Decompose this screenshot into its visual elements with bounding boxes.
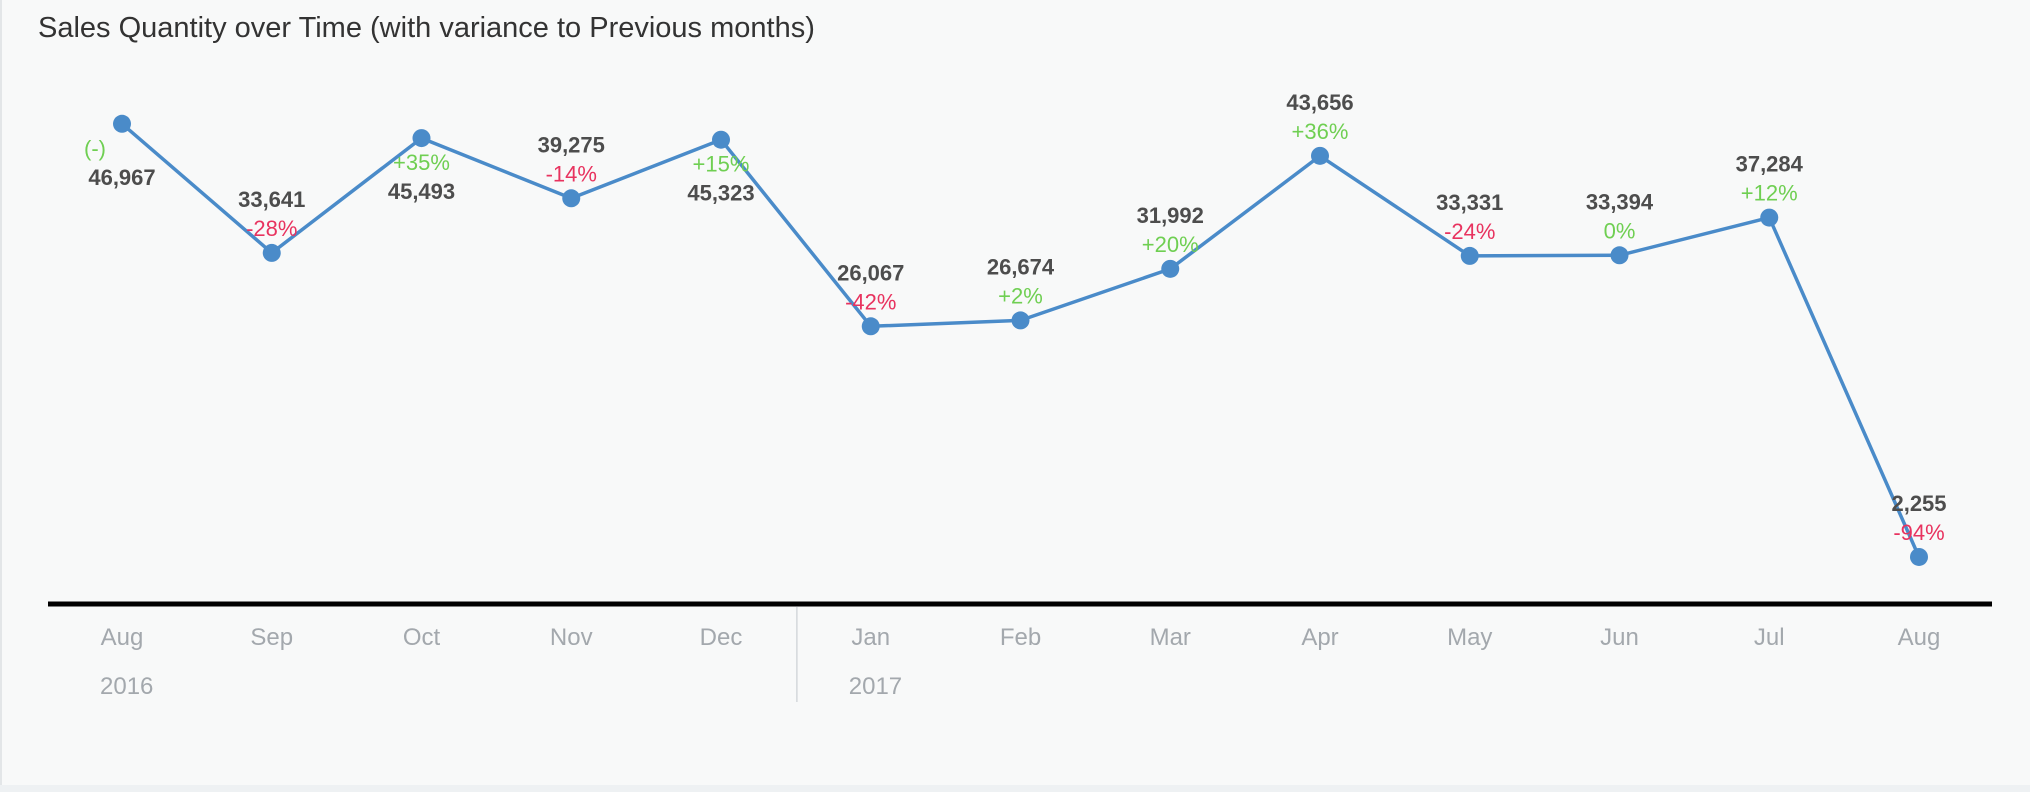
data-point[interactable] — [113, 114, 131, 133]
data-point[interactable] — [861, 317, 880, 336]
data-point[interactable] — [262, 243, 281, 262]
variance-label: +2% — [998, 283, 1043, 308]
data-point[interactable] — [1910, 547, 1928, 566]
data-point[interactable] — [1460, 246, 1479, 265]
variance-label: +15% — [693, 152, 750, 177]
variance-label: -24% — [1444, 219, 1495, 244]
chart-title: Sales Quantity over Time (with variance … — [38, 12, 815, 44]
variance-label: -28% — [246, 216, 297, 241]
x-tick-label: May — [1447, 624, 1492, 651]
x-tick-label: Jun — [1600, 624, 1639, 651]
data-point[interactable] — [1161, 259, 1180, 278]
data-value-label: 46,967 — [88, 165, 155, 190]
x-tick-label: Aug — [101, 624, 144, 651]
variance-label: -42% — [845, 289, 896, 314]
variance-label: +12% — [1741, 181, 1798, 206]
data-value-label: 39,275 — [538, 132, 605, 157]
variance-label: -94% — [1893, 520, 1944, 545]
x-axis: Aug Sep Oct Nov Dec Jan Feb Mar Apr May Jun Jul Aug 2… — [48, 601, 1992, 702]
x-tick-label: Jan — [851, 624, 890, 651]
data-point[interactable] — [562, 189, 581, 208]
x-tick-label: Mar — [1150, 624, 1191, 651]
x-tick-label: Nov — [550, 624, 593, 651]
data-point[interactable] — [1760, 208, 1779, 227]
data-value-label: 37,284 — [1736, 152, 1804, 177]
data-value-label: 45,323 — [687, 181, 754, 206]
x-tick-label: Aug — [1898, 624, 1941, 651]
data-point[interactable] — [1011, 311, 1030, 330]
data-value-label: 43,656 — [1286, 90, 1353, 115]
data-value-label: 33,641 — [238, 187, 305, 212]
data-value-label: 33,331 — [1436, 190, 1503, 215]
data-value-label: 31,992 — [1137, 203, 1204, 228]
x-tick-label: Apr — [1301, 624, 1338, 651]
x-year-label: 2017 — [849, 673, 902, 700]
data-point[interactable] — [1610, 246, 1629, 265]
data-value-label: 45,493 — [388, 179, 455, 204]
variance-label: +20% — [1142, 232, 1199, 257]
variance-label: +36% — [1292, 119, 1349, 144]
points-layer — [113, 114, 1928, 566]
x-tick-label: Dec — [700, 624, 743, 651]
data-value-label: 26,674 — [987, 254, 1055, 279]
variance-label: (-) — [84, 136, 106, 161]
data-value-label: 2,255 — [1891, 491, 1946, 516]
x-year-label: 2016 — [100, 673, 153, 700]
x-tick-label: Feb — [1000, 624, 1041, 651]
data-point[interactable] — [412, 129, 431, 148]
variance-label: -14% — [546, 161, 597, 186]
x-tick-label: Sep — [250, 624, 293, 651]
x-tick-label: Oct — [403, 624, 441, 651]
data-labels-layer: 46,967 (-) 33,641 -28% 45,493 +35% 39,275 -14% 4… — [84, 90, 1947, 545]
data-point[interactable] — [1311, 146, 1329, 165]
variance-label: +35% — [393, 150, 450, 175]
data-value-label: 33,394 — [1586, 189, 1654, 214]
data-value-label: 26,067 — [837, 260, 904, 285]
x-tick-label: Jul — [1754, 624, 1785, 651]
data-point[interactable] — [712, 130, 730, 149]
variance-label: 0% — [1604, 218, 1636, 243]
